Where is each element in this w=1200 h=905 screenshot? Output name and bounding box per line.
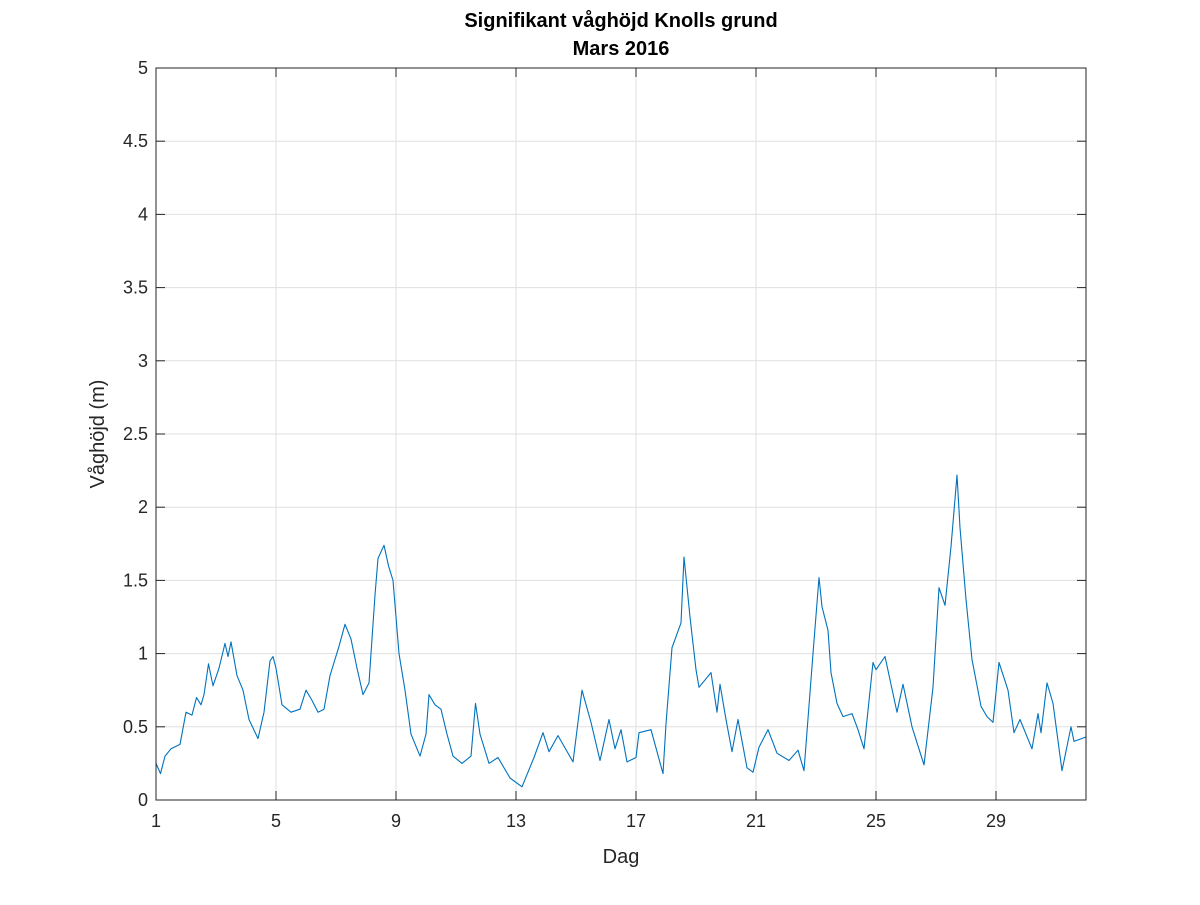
series-line-waveheight (155, 474, 1087, 788)
chart-title: Signifikant våghöjd Knolls grund (464, 9, 777, 32)
x-axis-label: Dag (603, 846, 640, 868)
y-tick-label: 3.5 (123, 278, 148, 298)
y-tick-label: 2.5 (123, 424, 148, 444)
x-tick-label: 1 (151, 811, 161, 831)
x-tick-label: 9 (391, 811, 401, 831)
y-tick-label: 1.5 (123, 570, 148, 590)
x-tick-label: 5 (271, 811, 281, 831)
y-tick-label: 3 (138, 351, 148, 371)
y-tick-label: 0 (138, 790, 148, 810)
ticks: 1 5 9 13 17 21 25 29 0 0.5 1 1.5 2 2.5 3 3.5 4 4.5 5 (123, 58, 1086, 831)
x-tick-label: 25 (866, 811, 886, 831)
x-tick-label: 29 (986, 811, 1006, 831)
y-tick-label: 2 (138, 497, 148, 517)
y-tick-label: 0.5 (123, 717, 148, 737)
y-tick-label: 1 (138, 644, 148, 664)
x-tick-label: 13 (506, 811, 526, 831)
y-tick-label: 4.5 (123, 131, 148, 151)
y-tick-label: 4 (138, 204, 148, 224)
series-group (155, 474, 1087, 788)
chart-subtitle: Mars 2016 (573, 38, 670, 60)
y-axis-label: Våghöjd (m) (87, 380, 109, 489)
y-tick-label: 5 (138, 58, 148, 78)
x-tick-label: 17 (626, 811, 646, 831)
x-tick-label: 21 (746, 811, 766, 831)
